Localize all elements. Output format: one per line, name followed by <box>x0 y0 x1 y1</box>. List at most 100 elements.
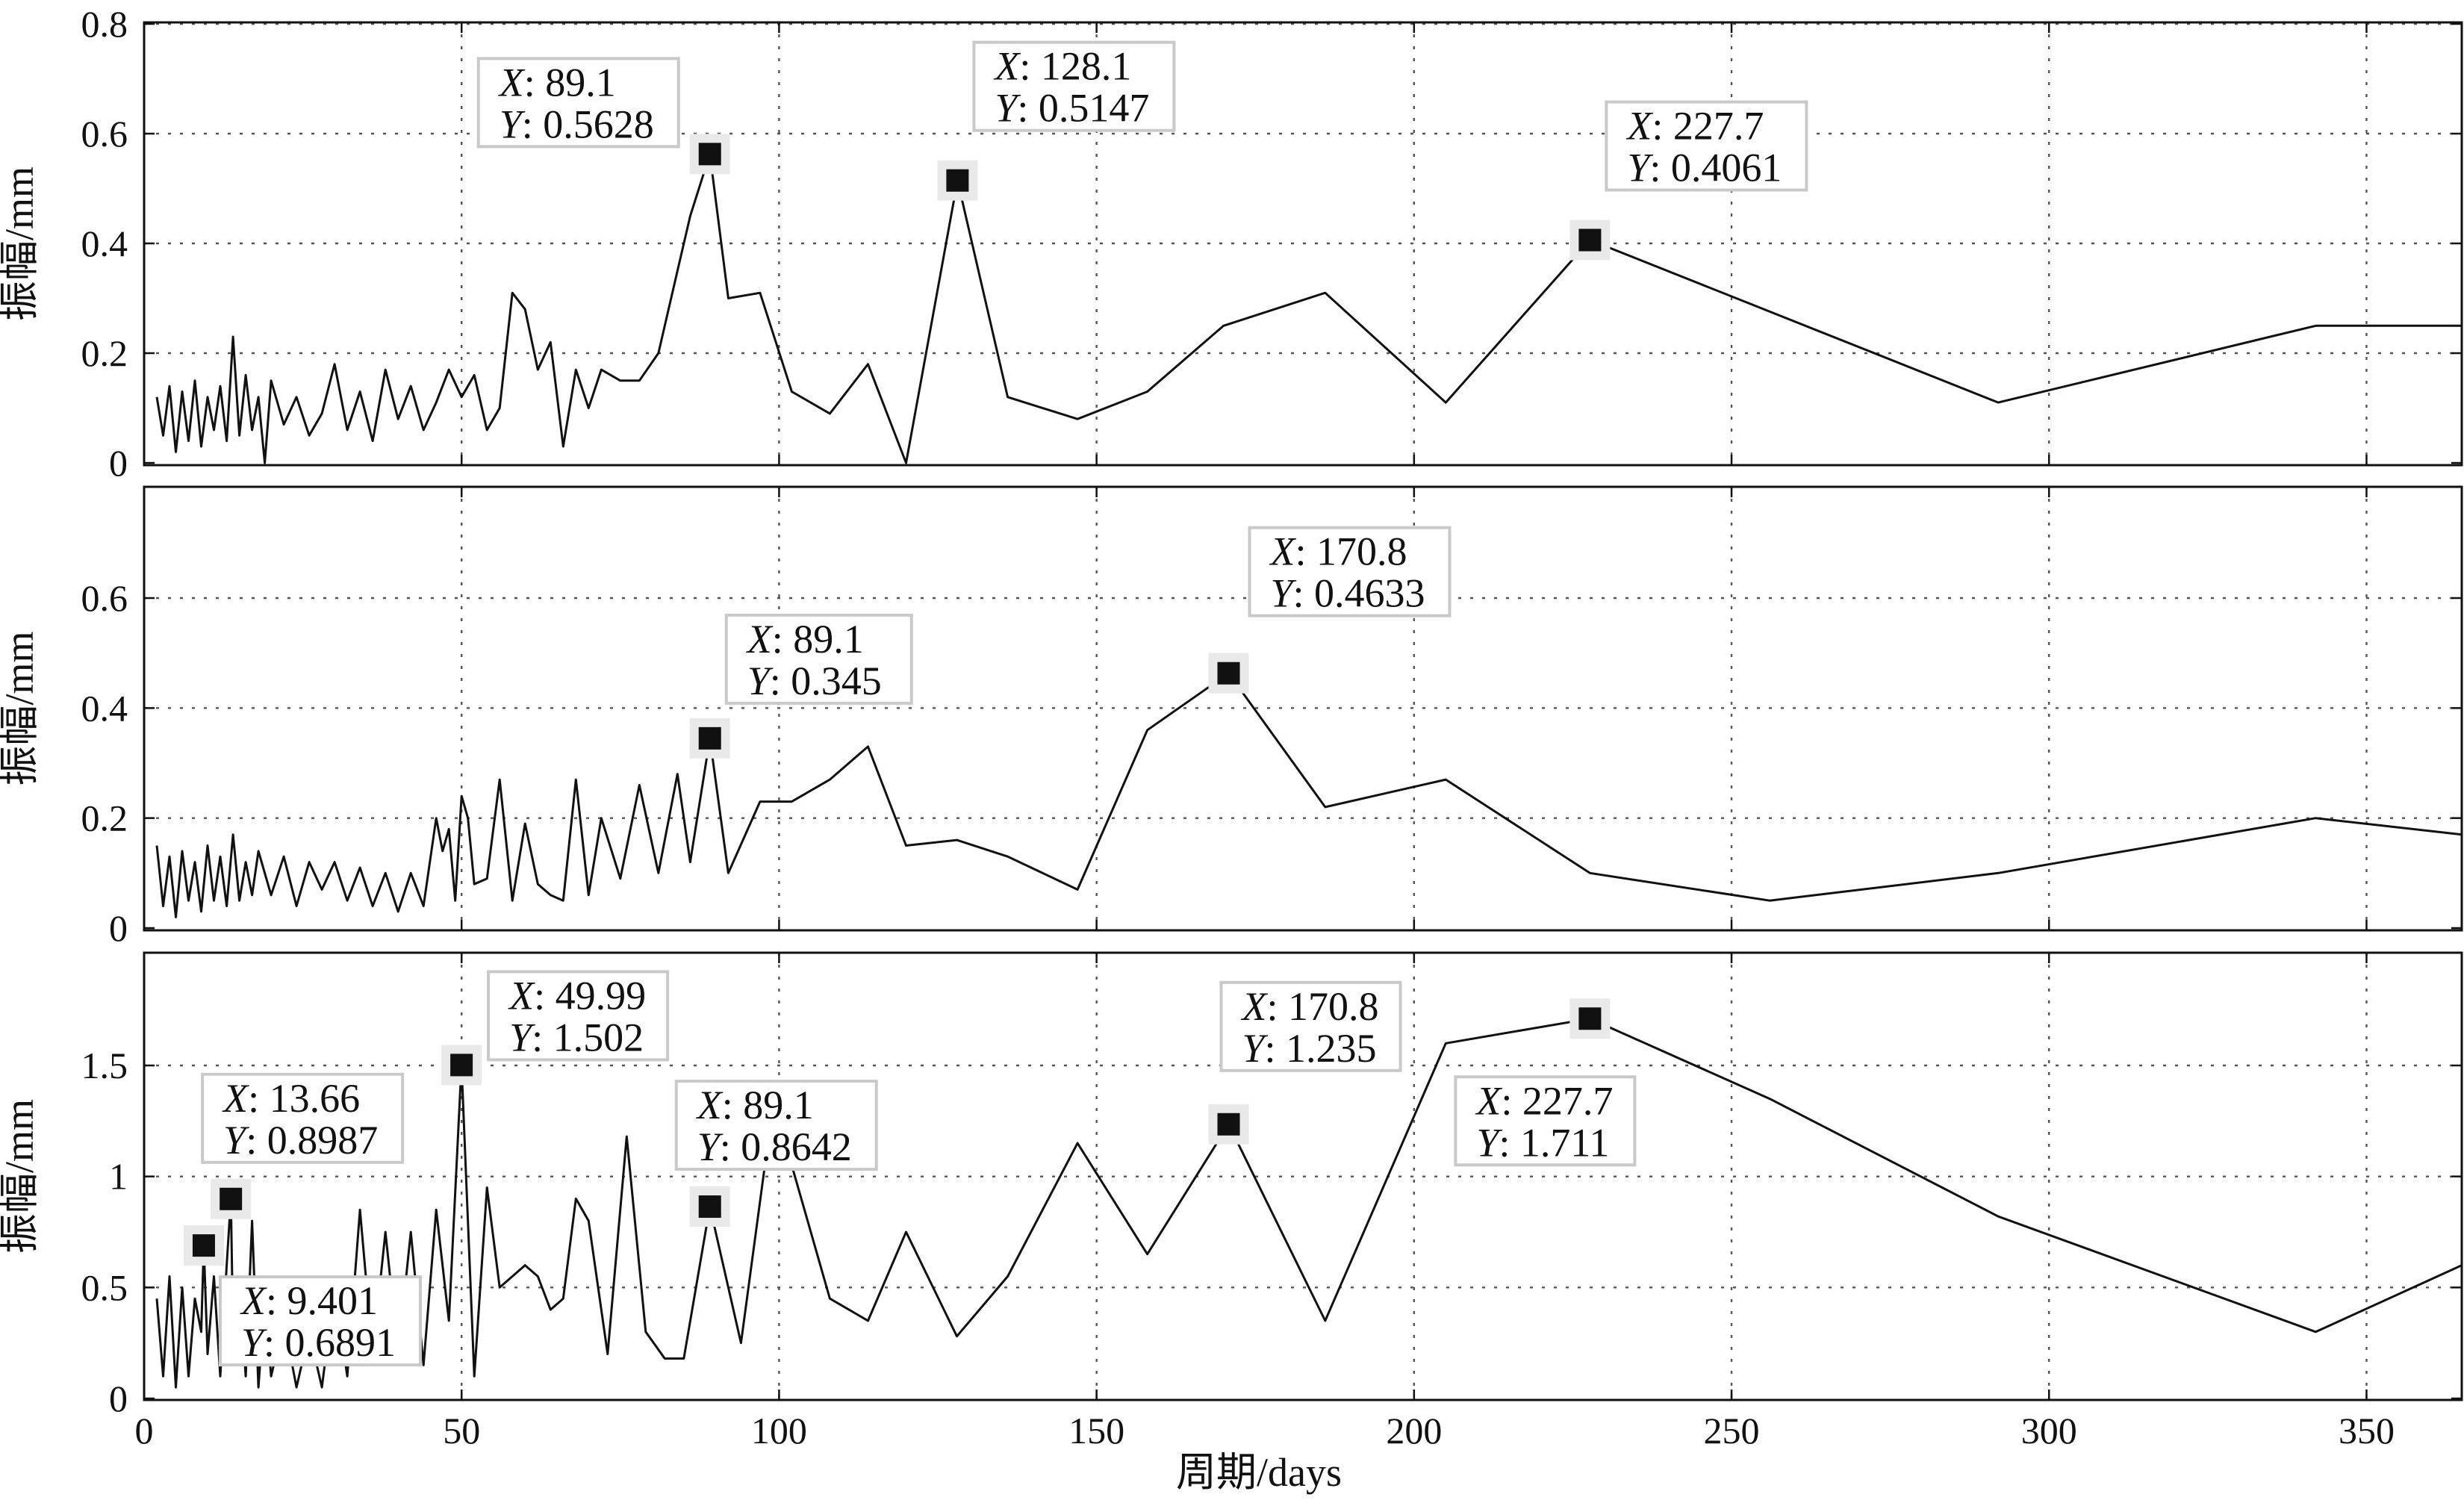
datatip[interactable]: X: 13.66Y: 0.8987 <box>201 1072 405 1219</box>
datatip-y-symbol: Y <box>509 1015 535 1059</box>
datatip[interactable]: X: 89.1Y: 0.5628 <box>476 57 730 175</box>
datatip[interactable]: X: 170.8Y: 1.235 <box>1208 980 1402 1145</box>
datatip-x-symbol: X <box>1241 984 1269 1029</box>
datatip-marker[interactable] <box>1217 662 1240 685</box>
x-tick-label: 300 <box>2021 1410 2077 1451</box>
datatip-x-value: : 227.7 <box>1652 104 1764 149</box>
datatip-x-value: : 89.1 <box>772 617 864 662</box>
datatip-y-symbol: Y <box>697 1124 724 1169</box>
datatip-y-value: : 1.502 <box>532 1015 644 1059</box>
datatip-y-value: : 1.235 <box>1265 1026 1377 1071</box>
datatip-x-text: X: 89.1 <box>746 617 864 662</box>
datatip-box <box>487 970 670 1062</box>
datatip-marker[interactable] <box>450 1054 473 1077</box>
datatip[interactable]: X: 49.99Y: 1.502 <box>441 970 670 1086</box>
datatip-y-symbol: Y <box>995 86 1021 131</box>
datatip-marker[interactable] <box>1578 1007 1602 1030</box>
datatip-marker[interactable] <box>946 169 969 192</box>
datatip-y-symbol: Y <box>1627 146 1653 190</box>
y-axis-label: 振幅/mm <box>0 1099 42 1254</box>
datatip-x-value: : 128.1 <box>1019 44 1131 89</box>
datatip-x-text: X: 49.99 <box>508 973 646 1018</box>
datatip-y-text: Y: 1.235 <box>1242 1026 1377 1071</box>
datatip[interactable]: X: 128.1Y: 0.5147 <box>937 40 1176 201</box>
datatip-x-text: X: 13.66 <box>222 1076 360 1121</box>
datatip-y-value: : 0.4061 <box>1649 146 1782 190</box>
datatip-marker[interactable] <box>698 143 721 166</box>
datatip[interactable]: X: 227.7Y: 1.711 <box>1454 998 1637 1167</box>
datatip-y-text: Y: 1.711 <box>1476 1120 1609 1165</box>
datatip-y-symbol: Y <box>500 102 526 146</box>
datatip-box <box>218 1275 422 1367</box>
datatip[interactable]: X: 227.7Y: 0.4061 <box>1569 100 1808 261</box>
datatip-box <box>724 613 913 705</box>
datatip-x-symbol: X <box>222 1076 249 1121</box>
datatip-x-symbol: X <box>696 1083 724 1127</box>
y-tick-label: 0 <box>109 1378 128 1419</box>
datatip-marker[interactable] <box>698 726 721 750</box>
datatip-y-value: : 0.345 <box>770 659 882 703</box>
datatip-box <box>1454 1075 1637 1167</box>
x-tick-label: 350 <box>2339 1410 2395 1451</box>
datatip-x-symbol: X <box>746 617 774 662</box>
datatip-x-symbol: X <box>240 1278 267 1323</box>
datatip-x-value: : 9.401 <box>266 1278 378 1323</box>
datatip-marker[interactable] <box>1578 228 1602 252</box>
datatip-y-text: Y: 0.6891 <box>241 1320 396 1365</box>
datatip-y-symbol: Y <box>1476 1120 1502 1165</box>
x-tick-label: 250 <box>1704 1410 1760 1451</box>
datatip-y-symbol: Y <box>223 1118 249 1163</box>
datatip[interactable]: X: 89.1Y: 0.8642 <box>674 1080 878 1227</box>
datatip-y-symbol: Y <box>241 1320 267 1365</box>
y-axis-label: 振幅/mm <box>0 167 42 321</box>
datatip[interactable]: X: 89.1Y: 0.345 <box>689 613 913 759</box>
datatip-x-value: : 13.66 <box>248 1076 360 1121</box>
datatip-x-symbol: X <box>1269 529 1297 574</box>
datatip-x-text: X: 89.1 <box>498 60 616 105</box>
x-tick-label: 0 <box>135 1410 154 1451</box>
datatip-y-value: : 1.711 <box>1499 1120 1609 1165</box>
datatip[interactable]: X: 170.8Y: 0.4633 <box>1208 526 1452 694</box>
datatip-x-text: X: 9.401 <box>240 1278 378 1323</box>
datatip-marker[interactable] <box>220 1187 243 1210</box>
datatip-box <box>1605 100 1808 192</box>
datatip-x-value: : 49.99 <box>534 973 646 1018</box>
datatip-box <box>972 40 1176 132</box>
datatip-x-text: X: 170.8 <box>1269 529 1407 574</box>
y-tick-label: 0.4 <box>81 223 128 264</box>
datatip-y-symbol: Y <box>1271 571 1297 616</box>
datatip-y-value: : 0.8642 <box>720 1124 852 1169</box>
y-tick-label: 0.8 <box>81 3 128 45</box>
datatip-box <box>674 1080 878 1171</box>
y-tick-label: 0 <box>109 907 128 949</box>
datatip-x-symbol: X <box>1475 1078 1502 1123</box>
y-tick-label: 1 <box>109 1156 128 1198</box>
datatip-box <box>476 57 680 149</box>
datatip-x-symbol: X <box>1625 104 1653 149</box>
x-axis-label: 周期/days <box>1176 1450 1342 1495</box>
datatip-marker[interactable] <box>1217 1113 1240 1136</box>
series-line <box>155 1017 2463 1389</box>
datatip-y-value: : 0.8987 <box>246 1118 378 1163</box>
datatip-y-value: : 0.4633 <box>1293 571 1425 616</box>
datatip-marker[interactable] <box>192 1234 215 1257</box>
y-tick-label: 0.5 <box>81 1266 128 1308</box>
datatip-x-text: X: 128.1 <box>993 44 1131 89</box>
y-tick-label: 0.2 <box>81 797 128 839</box>
datatip-y-text: Y: 0.345 <box>747 659 882 703</box>
datatip-x-text: X: 89.1 <box>696 1083 814 1127</box>
datatip-y-text: Y: 0.4061 <box>1627 146 1782 190</box>
series-line <box>155 672 2463 918</box>
datatip-marker[interactable] <box>698 1195 721 1219</box>
x-tick-label: 200 <box>1386 1410 1442 1451</box>
datatip-y-value: : 0.6891 <box>264 1320 396 1365</box>
datatip-x-text: X: 227.7 <box>1475 1078 1613 1123</box>
datatip-x-symbol: X <box>508 973 535 1018</box>
datatip-box <box>1219 980 1402 1072</box>
datatip-x-value: : 227.7 <box>1501 1078 1613 1123</box>
y-tick-label: 1.5 <box>81 1045 128 1086</box>
